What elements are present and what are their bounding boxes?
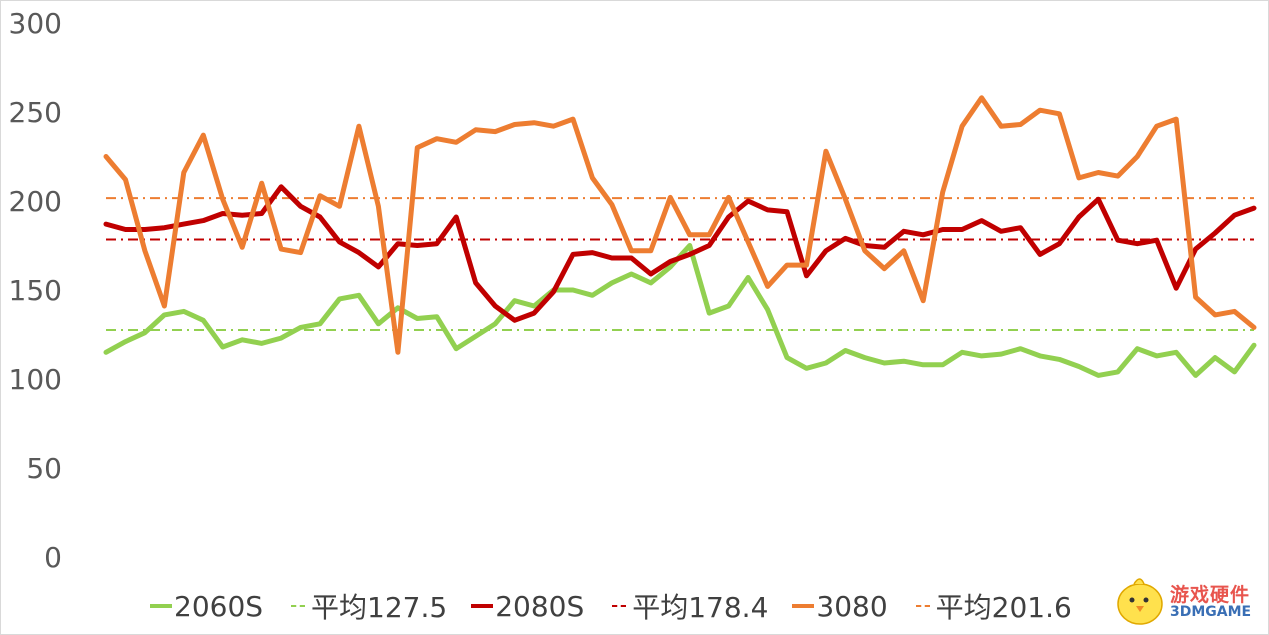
legend: 2060S 平均127.5 2080S 平均178.4 3080 平均201.6 — [150, 584, 1096, 628]
legend-item-2060s: 2060S — [150, 590, 263, 623]
legend-item-3080: 3080 — [792, 589, 888, 623]
legend-swatch-avg-2080s — [612, 605, 627, 607]
legend-swatch-avg-2060s — [291, 605, 306, 607]
y-tick-label-300: 300 — [9, 7, 62, 40]
legend-item-avg-2080s: 平均178.4 — [608, 586, 768, 626]
series-lines — [103, 95, 1257, 378]
y-tick-label-250: 250 — [9, 96, 62, 129]
series-line-2060s — [103, 243, 1257, 378]
y-tick-label-100: 100 — [9, 363, 62, 396]
legend-label-3080: 3080 — [816, 589, 888, 623]
legend-swatch-3080 — [792, 604, 815, 608]
series-line-3080 — [103, 95, 1257, 355]
legend-swatch-avg-3080 — [915, 605, 930, 607]
series-line-2080s — [103, 184, 1257, 323]
legend-item-avg-3080: 平均201.6 — [912, 586, 1072, 626]
y-axis-ticks: 0 50 100 150 200 250 300 — [9, 7, 62, 574]
watermark-text-brand: 3DMGAME — [1170, 604, 1252, 620]
watermark-text-chinese: 游戏硬件 — [1170, 584, 1251, 606]
legend-label-avg-3080: 平均201.6 — [935, 591, 1072, 624]
y-tick-label-200: 200 — [9, 185, 62, 218]
y-tick-label-150: 150 — [9, 274, 62, 307]
legend-label-avg-2060s: 平均127.5 — [311, 591, 448, 624]
y-tick-label-50: 50 — [26, 452, 62, 485]
legend-label-2060s: 2060S — [174, 589, 264, 623]
legend-swatch-2060s — [150, 604, 172, 608]
legend-swatch-2080s — [471, 604, 494, 608]
legend-item-2080s: 2080S — [471, 590, 584, 623]
watermark-logo: 游戏硬件 3DMGAME — [1112, 574, 1262, 630]
legend-item-avg-2060s: 平均127.5 — [287, 586, 447, 626]
y-tick-label-0: 0 — [44, 541, 62, 574]
chick-mascot-icon — [1117, 578, 1163, 625]
legend-label-2080s: 2080S — [495, 589, 585, 623]
legend-label-avg-2080s: 平均178.4 — [632, 591, 769, 624]
